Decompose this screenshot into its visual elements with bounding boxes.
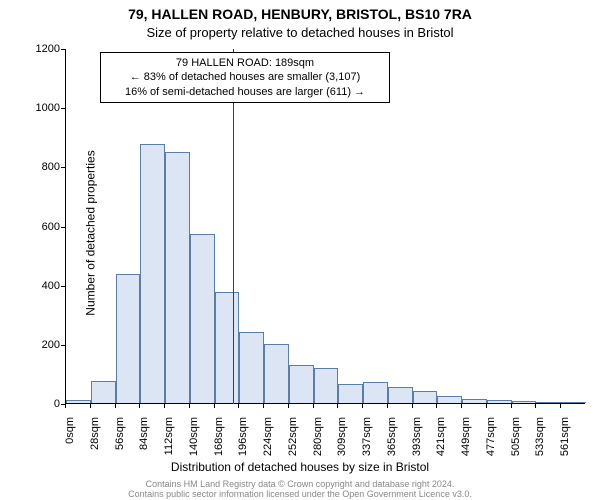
y-tick-label: 800 (30, 161, 60, 173)
y-tick-label: 400 (30, 280, 60, 292)
histogram-bar (487, 400, 512, 403)
x-tick-mark (387, 404, 388, 408)
annotation-line1: 79 HALLEN ROAD: 189sqm (176, 57, 314, 69)
histogram-bar (338, 384, 363, 403)
x-tick-mark (511, 404, 512, 408)
x-tick-mark (486, 404, 487, 408)
histogram-bar (437, 396, 462, 403)
x-tick-mark (115, 404, 116, 408)
x-tick-mark (214, 404, 215, 408)
histogram-bar (264, 344, 289, 403)
x-tick-mark (189, 404, 190, 408)
x-tick-mark (337, 404, 338, 408)
histogram-bar (536, 402, 561, 403)
histogram-bar (363, 382, 388, 403)
histogram-bar (116, 274, 141, 403)
footer-line2: Contains public sector information licen… (128, 489, 472, 499)
chart-title-sub: Size of property relative to detached ho… (0, 25, 600, 40)
x-tick-mark (313, 404, 314, 408)
histogram-chart: 79, HALLEN ROAD, HENBURY, BRISTOL, BS10 … (0, 0, 600, 500)
histogram-bar (215, 292, 240, 403)
x-tick-mark (412, 404, 413, 408)
histogram-bar (239, 332, 264, 403)
histogram-bar (462, 399, 487, 403)
histogram-bar (314, 368, 339, 404)
x-tick-mark (535, 404, 536, 408)
y-tick-label: 600 (30, 221, 60, 233)
footer-line1: Contains HM Land Registry data © Crown c… (146, 479, 455, 489)
histogram-bar (140, 144, 165, 403)
histogram-bar (413, 391, 438, 403)
x-tick-mark (238, 404, 239, 408)
x-tick-mark (560, 404, 561, 408)
x-tick-mark (65, 404, 66, 408)
x-tick-mark (90, 404, 91, 408)
x-tick-mark (288, 404, 289, 408)
histogram-bar (512, 401, 537, 403)
x-tick-mark (362, 404, 363, 408)
x-tick-mark (139, 404, 140, 408)
x-axis-label: Distribution of detached houses by size … (0, 460, 600, 474)
histogram-bar (289, 365, 314, 403)
histogram-bar (91, 381, 116, 403)
annotation-line2: ← 83% of detached houses are smaller (3,… (130, 71, 361, 83)
y-tick-label: 200 (30, 339, 60, 351)
x-tick-mark (436, 404, 437, 408)
chart-title-main: 79, HALLEN ROAD, HENBURY, BRISTOL, BS10 … (0, 6, 600, 22)
annotation-line3: 16% of semi-detached houses are larger (… (125, 86, 365, 98)
y-tick-label: 1200 (30, 43, 60, 55)
histogram-bar (66, 400, 91, 403)
y-tick-label: 1000 (30, 102, 60, 114)
x-tick-mark (461, 404, 462, 408)
annotation-box: 79 HALLEN ROAD: 189sqm ← 83% of detached … (100, 52, 390, 103)
histogram-bar (561, 402, 586, 403)
footer-attribution: Contains HM Land Registry data © Crown c… (0, 480, 600, 500)
histogram-bar (388, 387, 413, 403)
histogram-bar (190, 234, 215, 403)
x-tick-mark (263, 404, 264, 408)
y-tick-label: 0 (30, 398, 60, 410)
histogram-bar (165, 152, 190, 403)
x-tick-mark (164, 404, 165, 408)
